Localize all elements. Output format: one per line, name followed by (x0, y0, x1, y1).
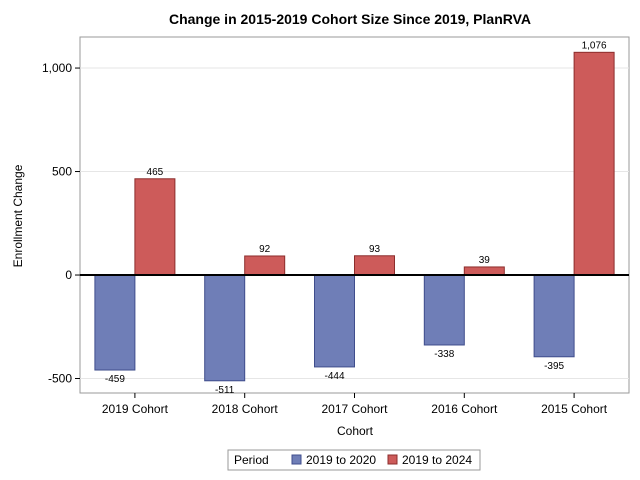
y-tick-label: 500 (52, 165, 72, 179)
data-label: 39 (479, 255, 491, 266)
x-tick-label: 2015 Cohort (541, 402, 608, 416)
data-label: -444 (324, 371, 344, 382)
x-axis-label: Cohort (337, 424, 374, 438)
bar (533, 274, 575, 358)
data-label: -395 (544, 361, 564, 372)
bar (354, 255, 395, 276)
data-label: -338 (434, 349, 454, 360)
legend-swatch-2019-to-2020 (291, 454, 302, 465)
y-axis-label: Enrollment Change (11, 164, 25, 267)
bar (134, 178, 176, 276)
data-labels: -459 465 -511 92 -444 93 -338 39 -395 1,076 (105, 40, 607, 395)
gridlines (80, 67, 629, 380)
legend-title: Period (234, 453, 269, 467)
y-tick-label: 1,000 (42, 61, 72, 75)
x-tick-label: 2018 Cohort (212, 402, 279, 416)
chart-title: Change in 2015-2019 Cohort Size Since 20… (169, 11, 531, 27)
data-label: 92 (259, 244, 271, 255)
data-label: 93 (369, 244, 381, 255)
bar (423, 274, 465, 346)
x-tick-label: 2017 Cohort (321, 402, 388, 416)
data-label: 1,076 (582, 40, 607, 51)
bar (573, 51, 615, 276)
y-tick-label: -500 (48, 372, 72, 386)
legend-box (227, 449, 481, 471)
legend-label-2019-to-2024: 2019 to 2024 (402, 453, 472, 467)
bar (204, 274, 246, 382)
bars (94, 51, 615, 382)
bar (314, 274, 355, 368)
bar (94, 274, 136, 371)
data-label: -459 (105, 374, 125, 385)
axes: -500 0 500 1,000 2019 Cohort 2018 Cohort 2017 … (42, 61, 629, 416)
x-tick-label: 2016 Cohort (431, 402, 498, 416)
data-label: -511 (215, 385, 235, 396)
bar (244, 255, 286, 276)
legend: Period 2019 to 2020 2019 to 2024 (227, 449, 481, 471)
legend-label-2019-to-2020: 2019 to 2020 (306, 453, 376, 467)
x-tick-label: 2019 Cohort (102, 402, 169, 416)
legend-swatch-2019-to-2024 (387, 454, 398, 465)
bar (463, 266, 505, 276)
y-tick-label: 0 (65, 268, 72, 282)
data-label: 465 (147, 167, 164, 178)
